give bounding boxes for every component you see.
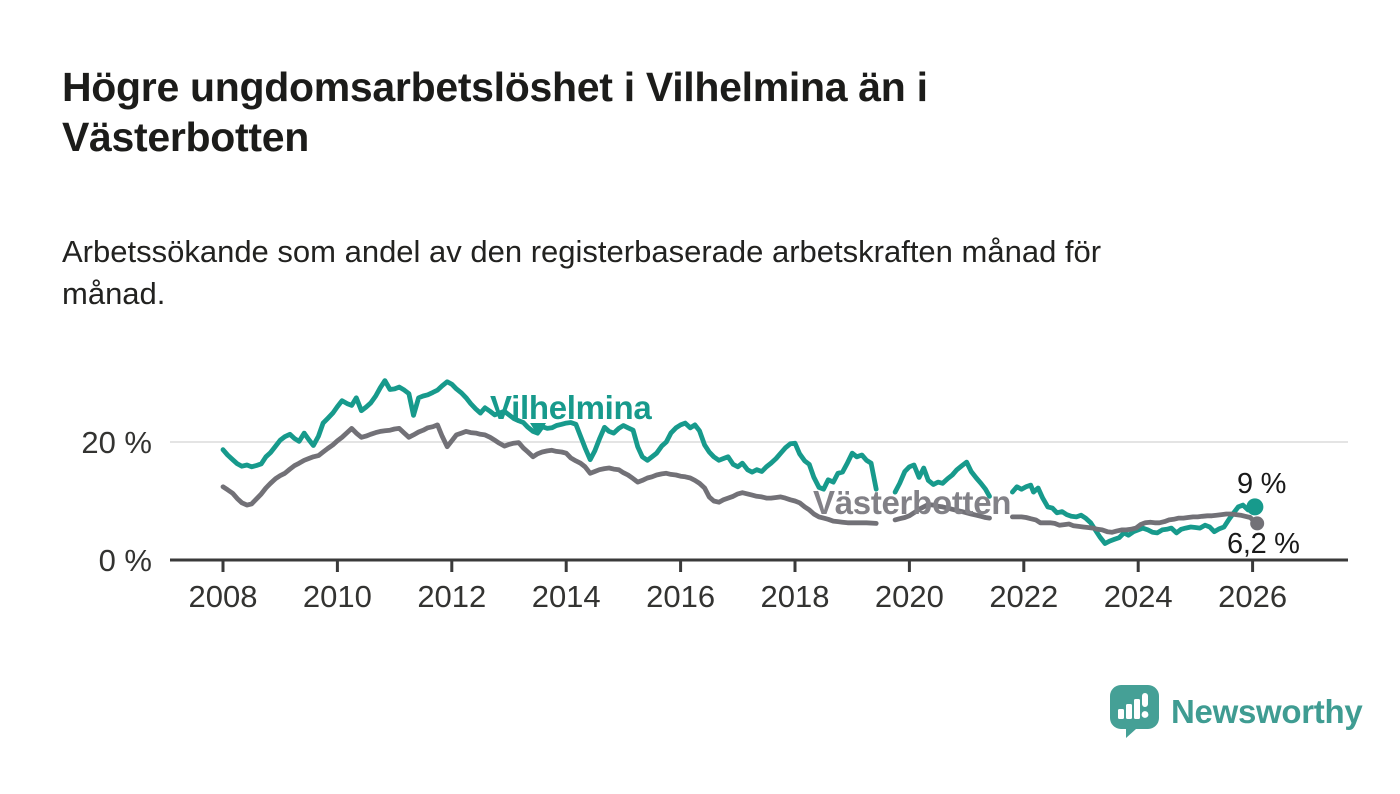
x-axis-label-2022: 2022 xyxy=(989,579,1058,614)
x-axis-label-2016: 2016 xyxy=(646,579,715,614)
series-line-vilhelmina-seg3 xyxy=(1010,482,1258,546)
vasterbotten-label: Västerbotten xyxy=(813,484,1011,521)
newsworthy-branding: Newsworthy xyxy=(1110,685,1363,738)
series-line-västerbotten-seg2 xyxy=(892,502,992,523)
series-line-vilhelmina-seg2 xyxy=(892,459,992,499)
unemployment-line-chart: 2008 2010 2012 2014 2016 2018 2020 2022 2024 2026… xyxy=(81,378,1348,614)
x-axis-label-2008: 2008 xyxy=(189,579,258,614)
y-axis-label-20: 20 % xyxy=(81,425,152,460)
newsworthy-wordmark: Newsworthy xyxy=(1171,692,1363,730)
page-title: Högre ungdomsarbetslöshet i Vilhelmina ä… xyxy=(62,62,1182,162)
page-title-line2: Västerbotten xyxy=(62,114,310,160)
series-line-vilhelmina-seg1 xyxy=(220,378,879,492)
vilhelmina-marker xyxy=(530,423,546,436)
chart-subtitle-line2: månad. xyxy=(62,276,166,311)
series-line-västerbotten-seg1 xyxy=(220,422,879,526)
chart-subtitle-line1: Arbetssökande som andel av den registerb… xyxy=(62,234,1102,269)
x-axis-label-2026: 2026 xyxy=(1218,579,1287,614)
x-axis-label-2020: 2020 xyxy=(875,579,944,614)
end-label-vilhelmina: 9 % xyxy=(1237,468,1286,500)
end-label-vasterbotten: 6,2 % xyxy=(1227,528,1300,560)
newsworthy-logo-icon xyxy=(1110,685,1159,738)
x-axis-label-2012: 2012 xyxy=(417,579,486,614)
y-axis-label-0: 0 % xyxy=(99,543,152,578)
page-title-line1: Högre ungdomsarbetslöshet i Vilhelmina ä… xyxy=(62,64,928,110)
vilhelmina-label: Vilhelmina xyxy=(490,389,652,426)
chart-subtitle: Arbetssökande som andel av den registerb… xyxy=(62,231,1262,315)
series-line-västerbotten-seg3 xyxy=(1010,511,1258,535)
x-axis-label-2014: 2014 xyxy=(532,579,601,614)
x-axis-label-2024: 2024 xyxy=(1104,579,1173,614)
end-dot-vilhelmina xyxy=(1246,498,1264,516)
x-axis-label-2010: 2010 xyxy=(303,579,372,614)
x-axis-label-2018: 2018 xyxy=(761,579,830,614)
end-dot-västerbotten xyxy=(1250,516,1265,531)
